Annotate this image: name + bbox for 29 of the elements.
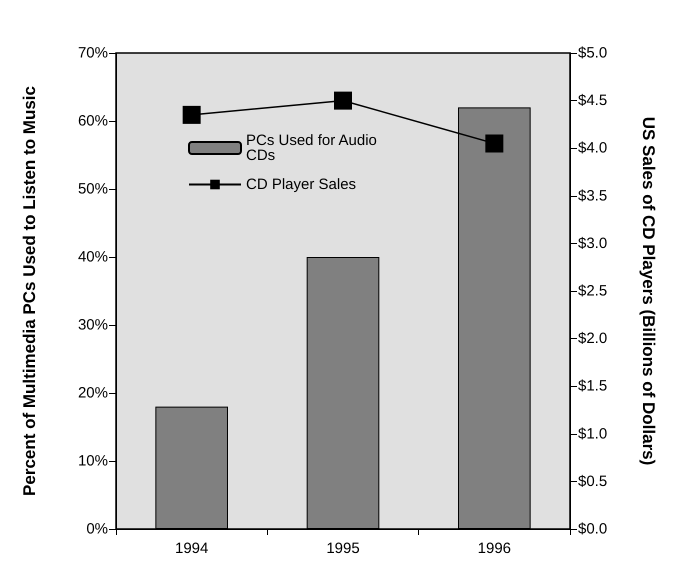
x-tick-label: 1996 <box>478 540 512 557</box>
y-tick-label: 20% <box>78 384 108 402</box>
y2-tick-label: $3.5 <box>578 187 608 204</box>
y-tick-label: 60% <box>78 112 108 130</box>
y-tick-label: 30% <box>78 316 108 334</box>
point <box>485 134 504 152</box>
point <box>334 92 352 110</box>
y2-tick-label: $0.0 <box>578 520 608 538</box>
y2-tick-label: $0.5 <box>578 472 608 490</box>
y2-tick-label: $2.5 <box>578 282 608 300</box>
y-tick-label: 50% <box>78 180 108 198</box>
x-tick-label: 1994 <box>174 540 208 557</box>
point <box>182 106 201 124</box>
y2-tick-label: $3.0 <box>578 234 608 252</box>
y-tick-label: 70% <box>78 44 108 62</box>
y2-tick-label: $1.5 <box>578 378 608 395</box>
y2-tick-label: $1.0 <box>578 425 608 442</box>
y2-tick-label: $5.0 <box>578 44 608 62</box>
y2-tick-label: $2.0 <box>578 330 608 348</box>
y2-tick-label: $4.5 <box>578 92 608 110</box>
legend-label: PCs Used for Audio CDs <box>246 132 382 164</box>
y2-tick-label: $4.0 <box>578 140 608 157</box>
y-tick-label: 0% <box>86 520 108 538</box>
x-tick-label: 1995 <box>326 540 360 557</box>
legend-label: CD Player Sales <box>246 176 356 193</box>
y2-axis-title: US Sales of CD Players (Billions of Dollars) <box>639 116 658 466</box>
y-tick-label: 40% <box>78 248 108 266</box>
y-tick-label: 10% <box>78 452 108 470</box>
y-axis-title: Percent of Multimedia PCs Used to Listen to Music <box>20 86 39 496</box>
